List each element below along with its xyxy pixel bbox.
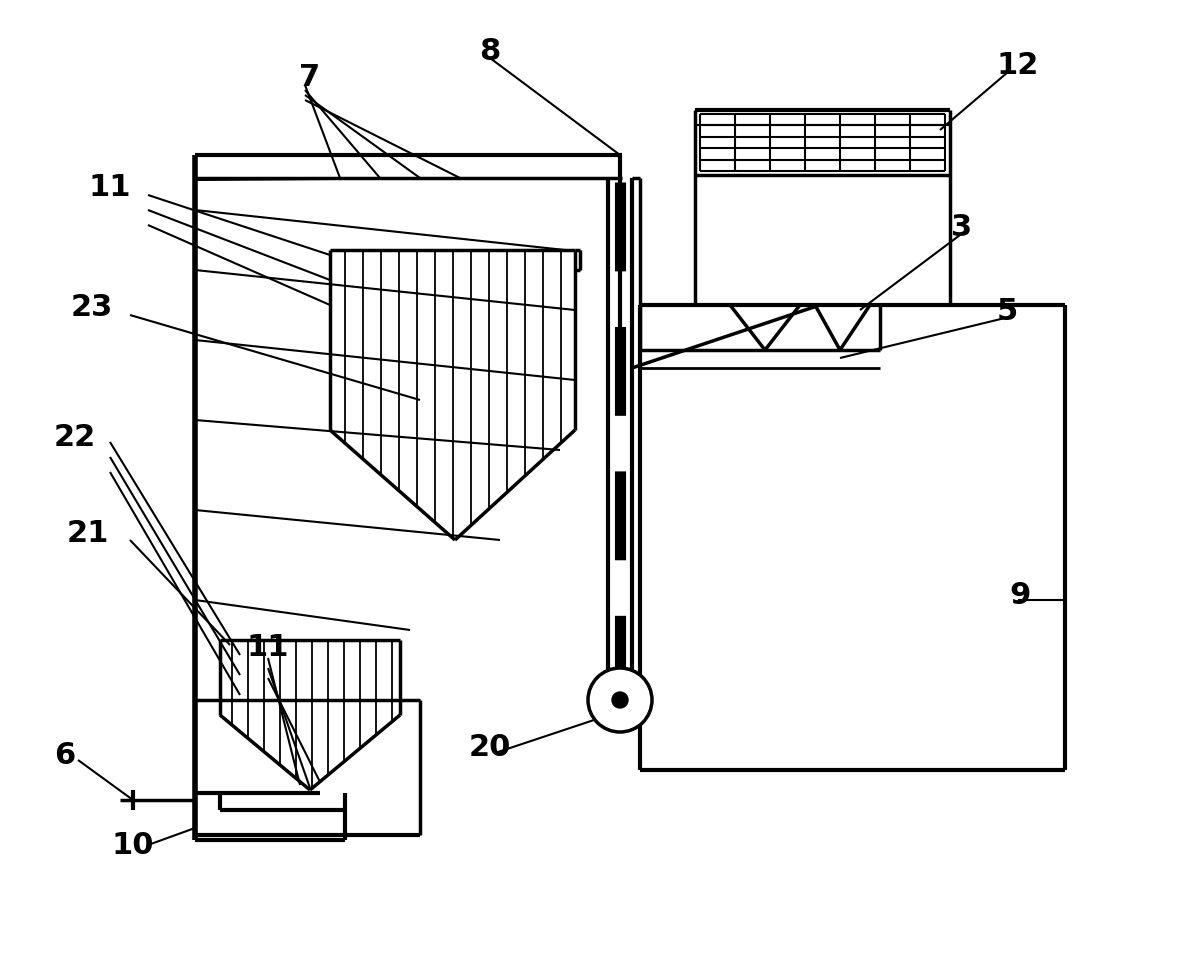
Bar bbox=[877, 140, 907, 146]
Text: 21: 21 bbox=[66, 519, 109, 547]
Bar bbox=[807, 128, 837, 134]
Bar bbox=[702, 140, 733, 146]
Bar bbox=[913, 140, 942, 146]
Bar bbox=[772, 140, 803, 146]
Bar bbox=[702, 162, 733, 168]
Bar bbox=[807, 140, 837, 146]
Text: 10: 10 bbox=[111, 830, 154, 860]
Bar bbox=[913, 128, 942, 134]
Text: 8: 8 bbox=[480, 37, 501, 66]
Text: 22: 22 bbox=[54, 423, 96, 452]
Bar bbox=[913, 116, 942, 123]
Bar bbox=[738, 150, 767, 157]
Bar bbox=[772, 116, 803, 123]
Bar bbox=[843, 116, 873, 123]
Bar bbox=[738, 162, 767, 168]
Bar bbox=[877, 128, 907, 134]
Bar bbox=[807, 162, 837, 168]
Bar bbox=[843, 162, 873, 168]
Bar bbox=[913, 162, 942, 168]
Bar bbox=[877, 162, 907, 168]
Text: 9: 9 bbox=[1009, 580, 1031, 610]
Bar bbox=[843, 140, 873, 146]
Text: 6: 6 bbox=[54, 741, 76, 770]
Text: 11: 11 bbox=[246, 633, 289, 662]
Bar bbox=[772, 128, 803, 134]
Bar bbox=[702, 128, 733, 134]
Bar bbox=[843, 150, 873, 157]
Bar bbox=[913, 150, 942, 157]
Text: 5: 5 bbox=[997, 298, 1017, 326]
Bar bbox=[772, 162, 803, 168]
Bar bbox=[877, 150, 907, 157]
Circle shape bbox=[588, 668, 652, 732]
Bar bbox=[877, 116, 907, 123]
Text: 7: 7 bbox=[300, 64, 321, 93]
Bar bbox=[702, 116, 733, 123]
Text: 20: 20 bbox=[469, 734, 511, 762]
Bar bbox=[702, 150, 733, 157]
Bar bbox=[738, 140, 767, 146]
Bar bbox=[738, 116, 767, 123]
Bar bbox=[807, 150, 837, 157]
Text: 3: 3 bbox=[952, 214, 972, 242]
Text: 23: 23 bbox=[71, 293, 114, 322]
Bar bbox=[843, 128, 873, 134]
Circle shape bbox=[612, 692, 628, 708]
Text: 11: 11 bbox=[89, 174, 131, 202]
Bar bbox=[738, 128, 767, 134]
Bar bbox=[807, 116, 837, 123]
Text: 12: 12 bbox=[997, 51, 1040, 79]
Bar bbox=[772, 150, 803, 157]
